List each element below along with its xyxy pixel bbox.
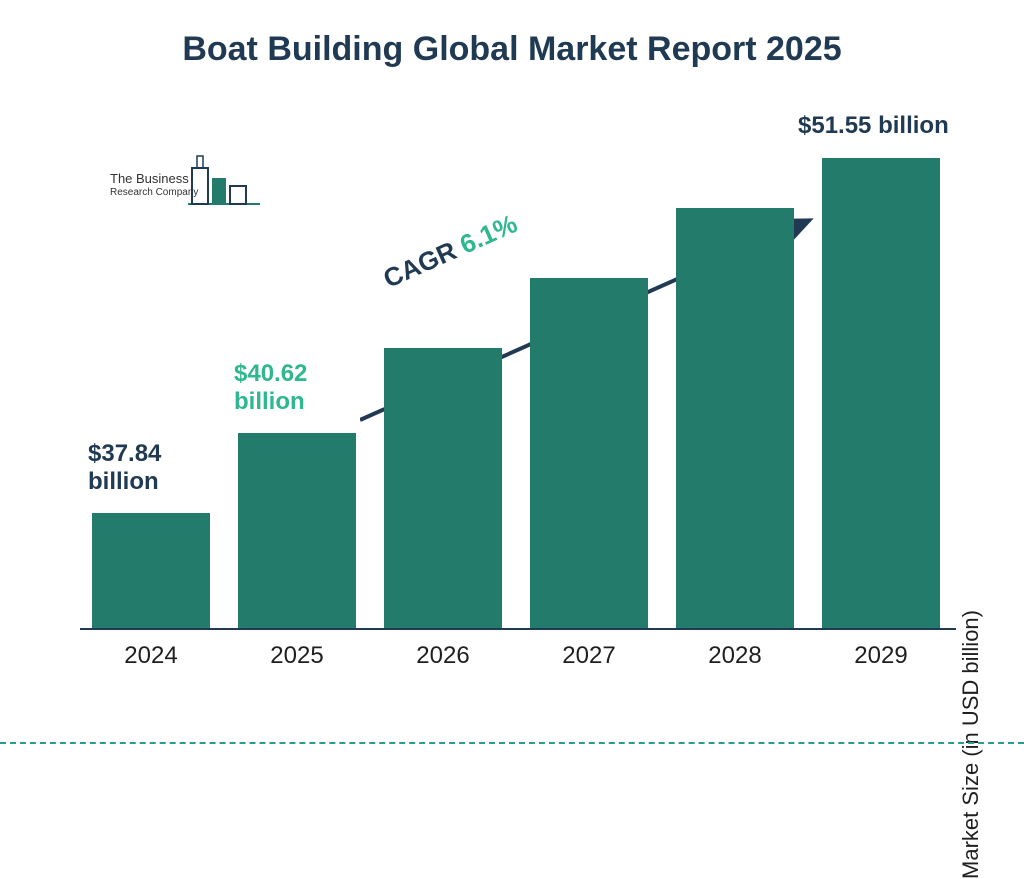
bar-2024 <box>92 513 210 628</box>
chart-title: Boat Building Global Market Report 2025 <box>0 30 1024 69</box>
data-label-0: $37.84billion <box>88 440 161 495</box>
x-label-2025: 2025 <box>238 642 356 670</box>
data-label-1: $40.62billion <box>234 360 307 415</box>
x-label-2024: 2024 <box>92 642 210 670</box>
data-label-2: $51.55 billion <box>798 112 949 140</box>
x-axis-line <box>80 628 956 630</box>
y-axis-label: Market Size (in USD billion) <box>958 610 984 879</box>
bottom-dashed-divider <box>0 742 1024 744</box>
bar-2029 <box>822 158 940 628</box>
x-label-2028: 2028 <box>676 642 794 670</box>
bar-chart: CAGR 6.1% 202420252026202720282029 Marke… <box>80 110 960 670</box>
bar-2025 <box>238 433 356 628</box>
x-label-2027: 2027 <box>530 642 648 670</box>
x-label-2029: 2029 <box>822 642 940 670</box>
bar-2028 <box>676 208 794 628</box>
bars-container <box>80 108 956 628</box>
bar-2026 <box>384 348 502 628</box>
x-label-2026: 2026 <box>384 642 502 670</box>
bar-2027 <box>530 278 648 628</box>
